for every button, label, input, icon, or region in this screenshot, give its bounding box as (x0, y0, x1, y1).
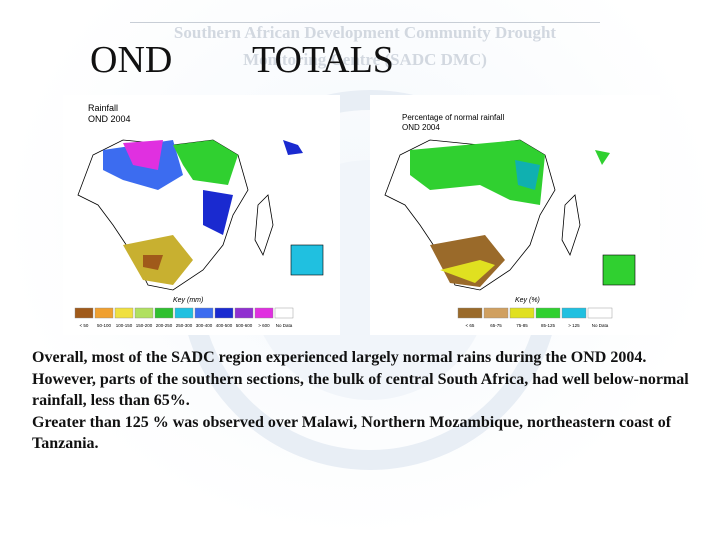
legend-swatch (214, 307, 234, 319)
watermark: Monitoring Centre (SADC DMC) (243, 50, 487, 69)
body-text: Overall, most of the SADC region experie… (32, 347, 697, 455)
legend-label: No Data (276, 323, 293, 328)
legend-swatch (74, 307, 94, 319)
legend-label: 400-500 (216, 323, 233, 328)
legend-swatch (174, 307, 194, 319)
watermark: Southern African Development Community D… (130, 22, 600, 43)
map-subtitle: OND 2004 (88, 114, 131, 124)
legend-swatch (561, 307, 587, 319)
legend-swatch (114, 307, 134, 319)
legend-swatch (254, 307, 274, 319)
rainfall-map: Rainfall OND 2004 Key (mm) < 50 50-100 100-… (63, 95, 340, 335)
key-title: Key (%) (515, 297, 540, 304)
map-title: Percentage of normal rainfall (402, 113, 505, 122)
legend-label: 200-250 (156, 323, 173, 328)
legend-label: 300-400 (196, 323, 213, 328)
paragraph: Greater than 125 % was observed over Mal… (32, 413, 672, 453)
key-title: Key (mm) (173, 297, 203, 304)
legend-swatch (274, 307, 294, 319)
legend-label: 85-125 (541, 323, 556, 328)
map-subtitle: OND 2004 (402, 123, 440, 132)
legend-swatch (94, 307, 114, 319)
title: TOTALS (252, 39, 394, 81)
paragraph: Overall, most of the SADC region experie… (32, 349, 689, 409)
legend-label: 150-200 (136, 323, 153, 328)
legend-label: < 50 (80, 323, 89, 328)
legend-swatch (234, 307, 254, 319)
legend-label: 65-75 (490, 323, 502, 328)
legend-swatch (194, 307, 214, 319)
title: OND (90, 39, 173, 81)
percent-map: Percentage of normal rainfall OND 2004 K… (370, 95, 660, 335)
legend-label: 75-85 (516, 323, 528, 328)
legend-swatch (457, 307, 483, 319)
legend-label: > 125 (568, 323, 580, 328)
legend-label: 100-150 (116, 323, 133, 328)
legend-label: > 600 (258, 323, 270, 328)
legend-label: No Data (592, 323, 609, 328)
legend-label: 50-100 (97, 323, 112, 328)
legend-swatch (134, 307, 154, 319)
legend-label: < 65 (466, 323, 475, 328)
legend-label: 250-300 (176, 323, 193, 328)
legend-swatch (535, 307, 561, 319)
legend-swatch (483, 307, 509, 319)
legend-label: 500-600 (236, 323, 253, 328)
map-title: Rainfall (88, 103, 118, 113)
legend-swatch (587, 307, 613, 319)
legend-swatch (509, 307, 535, 319)
legend-swatch (154, 307, 174, 319)
